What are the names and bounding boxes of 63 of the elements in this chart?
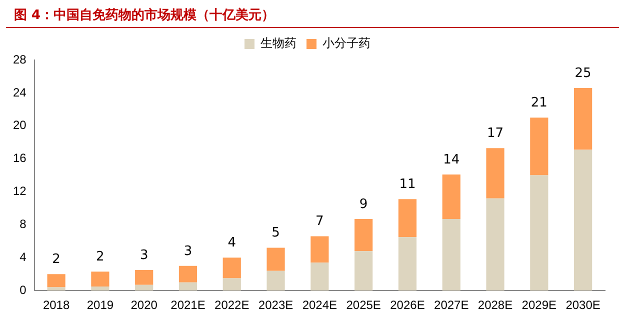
total-label: 21 — [530, 96, 548, 111]
bar — [266, 248, 285, 271]
bar — [135, 270, 154, 285]
y-tick-label: 28 — [12, 52, 27, 66]
y-tick-label: 16 — [12, 151, 27, 166]
bar — [47, 287, 66, 291]
bar — [47, 274, 66, 288]
bar — [398, 199, 417, 238]
total-label: 3 — [184, 244, 192, 259]
y-tick-label: 8 — [20, 217, 27, 232]
x-tick-label: 2029E — [522, 298, 557, 312]
bar — [398, 237, 417, 291]
x-tick-label: 2026E — [390, 298, 425, 312]
bar — [178, 282, 198, 291]
total-label: 17 — [486, 126, 504, 141]
bar — [574, 88, 592, 150]
bar — [266, 270, 285, 291]
legend-label: 生物药 — [260, 36, 296, 50]
bar — [574, 150, 592, 291]
total-label: 7 — [316, 214, 324, 230]
y-tick-label: 24 — [12, 85, 27, 100]
total-label: 11 — [399, 177, 416, 192]
bar — [135, 284, 154, 291]
total-label: 9 — [359, 196, 368, 212]
total-label: 4 — [228, 236, 236, 251]
x-tick-label: 2019 — [86, 298, 114, 312]
bar — [530, 175, 548, 291]
bar — [486, 148, 504, 198]
x-tick-label: 2023E — [258, 298, 294, 312]
bar — [486, 198, 504, 291]
bar — [442, 218, 460, 291]
y-tick-label: 0 — [20, 282, 27, 297]
total-label: 5 — [272, 226, 280, 241]
x-tick-label: 2030E — [566, 298, 600, 312]
bar — [91, 286, 110, 291]
x-tick-label: 2025E — [346, 298, 381, 312]
bar — [354, 251, 373, 291]
x-tick-label: 2027E — [434, 298, 469, 312]
bar — [530, 118, 548, 176]
bar — [310, 236, 329, 263]
bar — [310, 262, 329, 291]
total-label: 3 — [140, 248, 148, 263]
x-tick-label: 2021E — [170, 298, 206, 312]
x-tick-label: 2018 — [42, 298, 70, 312]
chart-title: 图 4：中国自免药物的市场规模（十亿美元） — [6, 0, 619, 28]
bar — [354, 218, 373, 252]
x-tick-label: 2020 — [130, 298, 158, 312]
y-tick-label: 20 — [12, 118, 27, 132]
total-label: 2 — [96, 250, 104, 265]
y-tick-label: 4 — [20, 250, 27, 264]
x-tick-label: 2028E — [478, 298, 513, 312]
bar — [222, 258, 241, 278]
y-tick-label: 12 — [12, 184, 27, 198]
total-label: 25 — [574, 66, 592, 81]
total-label: 2 — [52, 252, 60, 268]
legend-label: 小分子药 — [322, 36, 370, 50]
x-tick-label: 2022E — [214, 298, 250, 312]
bar — [178, 266, 198, 282]
x-tick-label: 2024E — [302, 298, 338, 312]
bar — [222, 278, 241, 291]
bar — [91, 272, 110, 286]
total-label: 14 — [443, 152, 460, 168]
bar — [442, 174, 460, 219]
